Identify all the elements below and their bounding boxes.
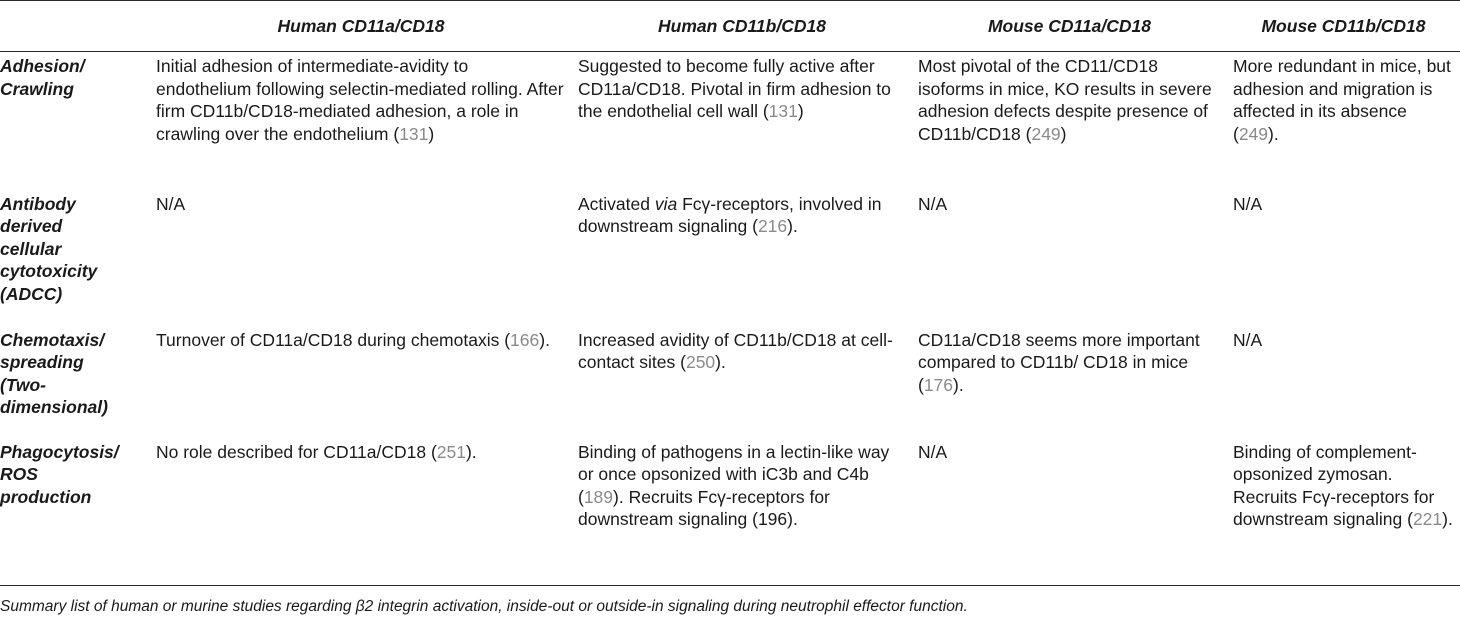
row-label-line: ROS	[0, 464, 38, 484]
reference-link[interactable]: 131	[768, 101, 798, 121]
table-caption: Summary list of human or murine studies …	[0, 598, 968, 615]
header-human-cd11a: Human CD11a/CD18	[277, 15, 445, 36]
header-row: Human CD11a/CD18 Human CD11b/CD18 Mouse …	[0, 0, 1460, 52]
integrin-table: Human CD11a/CD18 Human CD11b/CD18 Mouse …	[0, 0, 1460, 586]
header-mouse-cd11b: Mouse CD11b/CD18	[1261, 15, 1426, 36]
cell-text-after: ).	[539, 329, 550, 350]
cell-text: Binding of pathogens in a lectin-like wa…	[578, 441, 890, 507]
cell-text-after: )	[797, 101, 804, 121]
reference-link[interactable]: 249	[1238, 123, 1269, 144]
reference-link[interactable]: 216	[757, 216, 788, 236]
cell-text: Turnover of CD11a/CD18 during chemotaxis…	[156, 329, 511, 350]
row-label-line: dimensional)	[0, 397, 108, 417]
header-mouse-cd11a: Mouse CD11a/CD18	[987, 15, 1152, 36]
table-row: Adhesion/ Crawling Initial adhesion of i…	[0, 52, 1460, 190]
cell-text: Fcγ-receptors, involved in downstream si…	[578, 193, 882, 237]
cell-text: Suggested to become fully active after C…	[578, 56, 891, 121]
reference-link[interactable]: 189	[583, 486, 614, 507]
table-cell: Binding of pathogens in a lectin-like wa…	[572, 438, 912, 586]
table-cell: More redundant in mice, but adhesion and…	[1227, 52, 1460, 190]
cell-text: N/A	[918, 441, 948, 462]
cell-text-after: ).	[787, 216, 798, 236]
reference-link[interactable]: 176	[923, 374, 954, 395]
row-label-line: Chemotaxis/	[0, 329, 105, 350]
cell-text: More redundant in mice, but adhesion and…	[1233, 56, 1451, 144]
row-label-line: derived	[0, 216, 63, 236]
table-cell: Activated via Fcγ-receptors, involved in…	[572, 190, 912, 326]
cell-text-after: ). Recruits Fcγ-receptors for downstream…	[578, 486, 830, 530]
reference-link[interactable]: 250	[685, 352, 716, 372]
cell-text: Increased avidity of CD11b/CD18 at cell-…	[578, 329, 893, 373]
table-cell: N/A	[1227, 190, 1460, 326]
table-cell: Turnover of CD11a/CD18 during chemotaxis…	[150, 326, 572, 438]
cell-text: N/A	[156, 193, 186, 214]
reference-link[interactable]: 131	[399, 123, 429, 144]
table-cell: No role described for CD11a/CD18 (251).	[150, 438, 572, 586]
table-cell: Initial adhesion of intermediate-avidity…	[150, 52, 572, 190]
table-row: Antibody derived cellular cytotoxicity (…	[0, 190, 1460, 326]
table-row: Chemotaxis/ spreading (Two- dimensional)…	[0, 326, 1460, 438]
cell-text-pre: Activated	[578, 193, 655, 214]
row-label-line: spreading	[0, 352, 84, 372]
cell-text: Binding of complement-opsonized zymosan.…	[1233, 441, 1435, 530]
row-label-chemotaxis: Chemotaxis/ spreading (Two- dimensional)	[0, 326, 150, 438]
reference-link[interactable]: 166	[510, 329, 540, 350]
reference-link[interactable]: 249	[1031, 123, 1061, 144]
table-cell: N/A	[150, 190, 572, 326]
row-label-adhesion: Adhesion/ Crawling	[0, 52, 150, 190]
table-cell: Increased avidity of CD11b/CD18 at cell-…	[572, 326, 912, 438]
header-human-cd11b: Human CD11b/CD18	[658, 15, 826, 36]
row-label-line: (ADCC)	[0, 283, 63, 304]
cell-text-after: )	[428, 123, 435, 144]
row-label-line: Crawling	[0, 78, 74, 99]
cell-text-after: ).	[953, 374, 964, 395]
cell-text-after: ).	[715, 352, 726, 372]
cell-text-after: )	[1060, 123, 1067, 144]
cell-text: CD11a/CD18 seems more important compared…	[918, 329, 1200, 395]
row-label-line: (Two-	[0, 374, 46, 395]
table-cell: N/A	[912, 190, 1227, 326]
reference-link[interactable]: 221	[1412, 509, 1443, 529]
row-label-line: production	[0, 486, 92, 507]
cell-text-after: ).	[465, 441, 477, 462]
cell-text: N/A	[1233, 329, 1263, 350]
header-cell-empty	[0, 1, 150, 52]
row-label-line: cytotoxicity	[0, 261, 98, 281]
row-label-phagocytosis: Phagocytosis/ ROS production	[0, 438, 150, 586]
row-label-line: Adhesion/	[0, 56, 85, 76]
row-label-line: cellular	[0, 238, 62, 259]
row-label-line: Antibody	[0, 193, 76, 214]
cell-text-italic: via	[654, 193, 678, 214]
reference-link[interactable]: 251	[436, 441, 466, 462]
cell-text-after: ).	[1268, 123, 1279, 144]
table-cell: Suggested to become fully active after C…	[572, 52, 912, 190]
row-label-adcc: Antibody derived cellular cytotoxicity (…	[0, 190, 150, 326]
cell-text: N/A	[1233, 193, 1263, 214]
cell-text: Initial adhesion of intermediate-avidity…	[156, 56, 564, 144]
table-cell: Most pivotal of the CD11/CD18 isoforms i…	[912, 52, 1227, 190]
table-cell: N/A	[1227, 326, 1460, 438]
cell-text: N/A	[918, 193, 948, 214]
table-row: Phagocytosis/ ROS production No role des…	[0, 438, 1460, 586]
cell-text-after: ).	[1442, 509, 1453, 529]
table-cell: CD11a/CD18 seems more important compared…	[912, 326, 1227, 438]
cell-text: No role described for CD11a/CD18 (	[156, 441, 437, 462]
table-container: Human CD11a/CD18 Human CD11b/CD18 Mouse …	[0, 0, 1460, 586]
table-cell: N/A	[912, 438, 1227, 586]
cell-text: Most pivotal of the CD11/CD18 isoforms i…	[918, 56, 1212, 144]
row-label-line: Phagocytosis/	[0, 441, 119, 462]
table-cell: Binding of complement-opsonized zymosan.…	[1227, 438, 1460, 586]
